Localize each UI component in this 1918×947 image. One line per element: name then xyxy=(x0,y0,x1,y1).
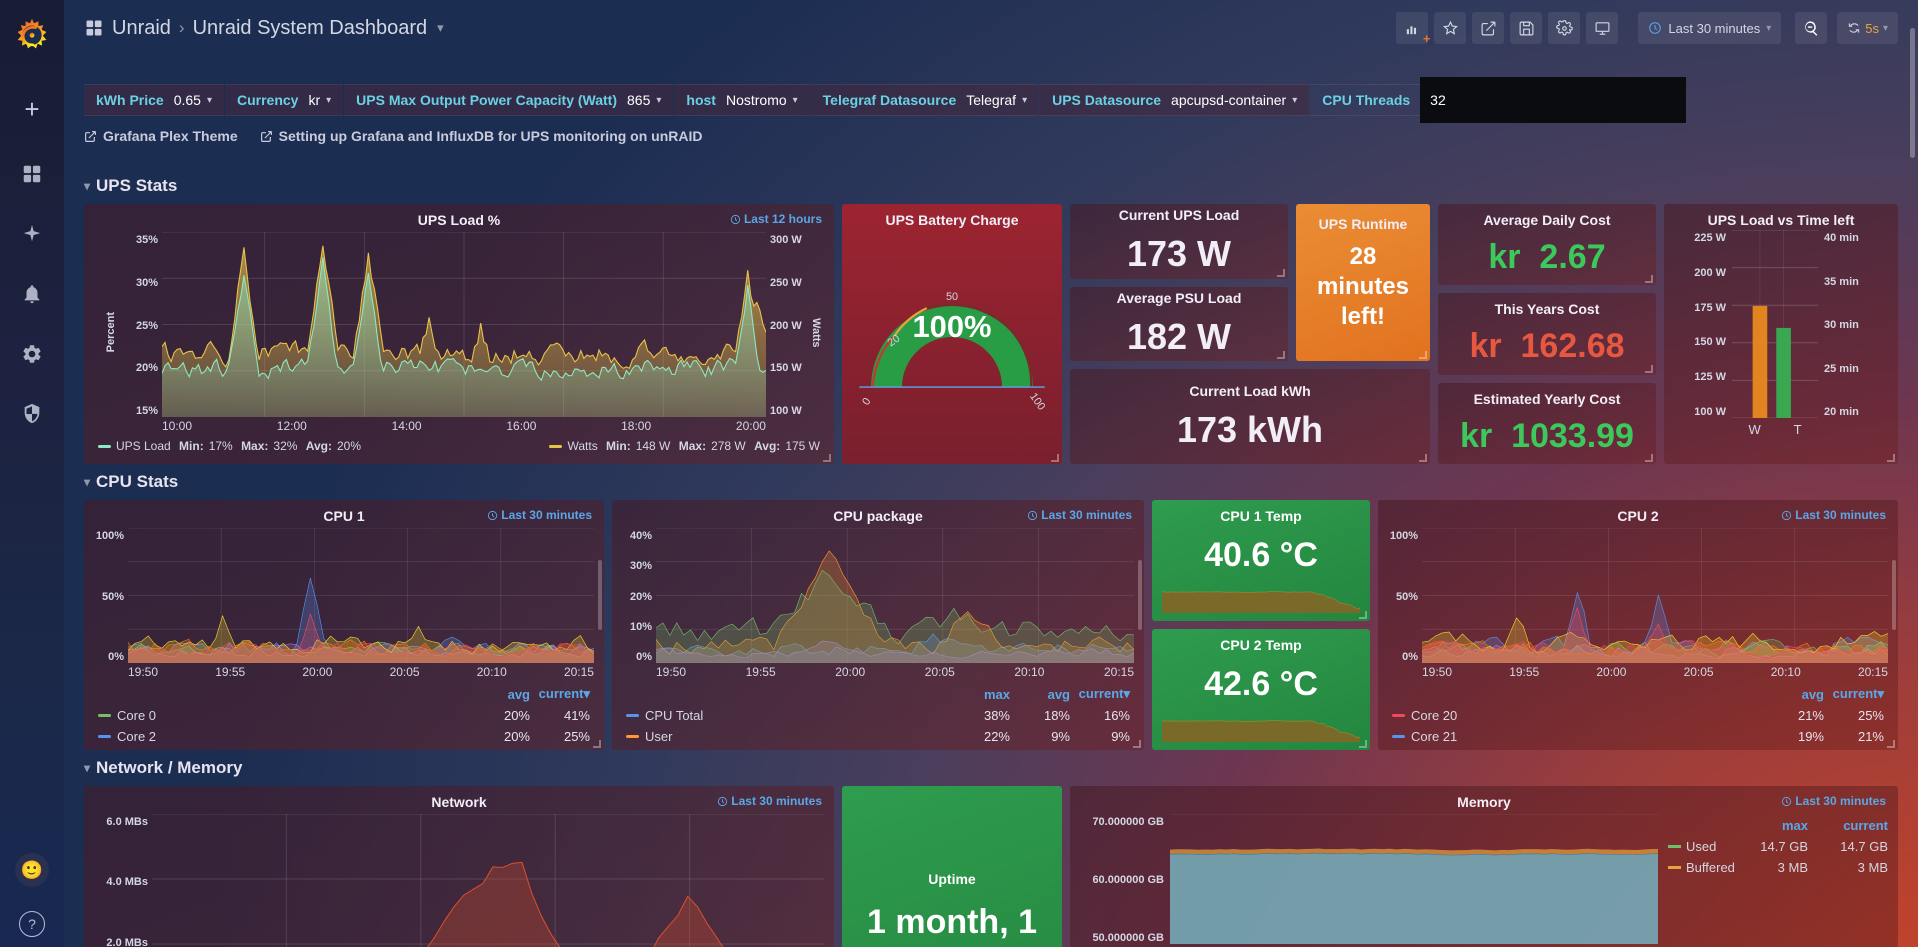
svg-text:0: 0 xyxy=(860,396,873,408)
svg-text:50: 50 xyxy=(946,291,958,303)
svg-text:100%: 100% xyxy=(912,309,991,344)
svg-text:100: 100 xyxy=(1027,391,1047,413)
